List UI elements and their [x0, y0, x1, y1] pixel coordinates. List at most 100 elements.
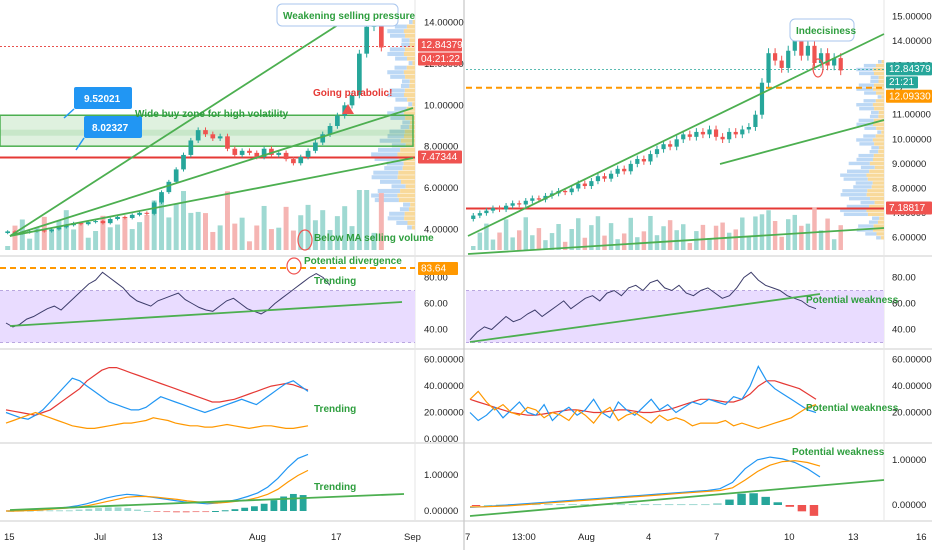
- right-profile-bar: [878, 60, 882, 64]
- left-candle: [298, 157, 304, 164]
- left-dmi-plus-line: [5, 377, 309, 420]
- left-volume-bar: [41, 216, 47, 250]
- right-candle: [668, 144, 673, 147]
- right-candle: [707, 129, 712, 135]
- right-profile-bar-alt: [867, 177, 884, 181]
- right-profile-bar-alt: [873, 157, 884, 162]
- left-candle: [261, 148, 267, 157]
- left-profile-bar-alt: [403, 161, 415, 166]
- left-macd-hist-bar: [173, 511, 180, 513]
- left-candle: [232, 148, 238, 155]
- right-candle: [832, 58, 837, 66]
- right-profile-bar: [865, 232, 877, 236]
- right-volume-bar: [818, 230, 824, 250]
- left-profile-bar: [390, 33, 406, 38]
- right-macd-signal-line: [470, 460, 821, 508]
- right-macd-hist-bar: [676, 504, 686, 506]
- left-price-tick: 8.00000: [424, 142, 458, 153]
- left-macd-hist-bar: [124, 508, 132, 511]
- right-macd-hist-bar: [749, 493, 758, 505]
- right-candle: [773, 53, 778, 61]
- right-volume-bar: [831, 239, 837, 250]
- right-macd-tick: 1.00000: [892, 455, 926, 466]
- right-price-tick: 14.00000: [892, 36, 932, 47]
- right-candle: [818, 53, 824, 64]
- right-profile-bar-alt: [869, 204, 884, 209]
- left-profile-bar: [395, 56, 408, 61]
- left-macd-hist-bar: [143, 511, 151, 512]
- right-volume-bar: [477, 232, 483, 250]
- left-volume-bar: [107, 227, 113, 250]
- right-level-tag-bg: [886, 201, 932, 215]
- right-candle: [536, 198, 541, 200]
- left-profile-bar: [389, 129, 405, 134]
- left-candle: [195, 130, 201, 141]
- left-volume-bar: [239, 217, 245, 250]
- left-candle: [320, 134, 326, 143]
- annotation-rsi-trending: Trending: [314, 276, 356, 287]
- left-volume-bar: [283, 206, 289, 250]
- left-volume-bar: [137, 222, 143, 250]
- right-candle: [681, 134, 686, 140]
- left-volume-bar: [334, 216, 340, 250]
- left-candle: [254, 152, 260, 157]
- level-box-upper-pointer: [63, 108, 75, 119]
- left-time-tick: 17: [331, 532, 342, 543]
- left-volume-bar: [181, 191, 187, 250]
- right-profile-bar-alt: [873, 153, 884, 158]
- right-volume-bar: [602, 235, 607, 250]
- right-profile-bar-alt: [875, 134, 884, 138]
- left-profile-bar: [408, 102, 413, 107]
- left-profile-bar: [401, 38, 410, 43]
- right-volume-bar: [779, 236, 784, 250]
- left-profile-bar-alt: [405, 74, 415, 79]
- left-candle: [313, 142, 318, 151]
- right-candle: [510, 203, 515, 206]
- right-macd-hist-bar: [664, 504, 674, 506]
- right-profile-bar-alt: [878, 79, 884, 83]
- right-volume-bar: [661, 226, 666, 250]
- left-price-tick: 14.00000: [424, 18, 464, 29]
- right-volume-bar: [543, 240, 548, 250]
- right-volume-bar: [648, 215, 653, 250]
- left-candle: [41, 230, 47, 232]
- left-profile-bar-alt: [405, 115, 415, 120]
- highlight-circle-divergence: [286, 257, 302, 275]
- right-dmi-adx-line: [469, 380, 817, 416]
- right-volume-bar: [825, 218, 830, 250]
- left-dmi-adx-line: [5, 367, 309, 416]
- left-profile-bar-alt: [411, 225, 415, 230]
- left-profile-bar: [401, 79, 410, 84]
- right-volume-bar: [726, 232, 732, 250]
- left-price-tick: 10.00000: [424, 100, 464, 111]
- annotation-rsi-potential-weakness: Potential weakness: [806, 295, 899, 306]
- right-candle: [523, 200, 528, 205]
- right-candle: [799, 38, 804, 56]
- right-candle: [497, 208, 502, 210]
- left-profile-bar-alt: [398, 170, 415, 175]
- left-profile-bar-alt: [403, 70, 415, 75]
- left-volume-bar: [305, 204, 311, 250]
- left-volume-bar: [254, 225, 260, 250]
- annotation-weakening-selling-pressure: Weakening selling pressure: [283, 11, 416, 22]
- left-volume-bar: [378, 193, 384, 250]
- right-profile-bar: [858, 118, 874, 123]
- left-profile-bar: [387, 134, 405, 139]
- right-profile-bar-alt: [878, 110, 884, 115]
- right-rsi-tick: 40.00: [892, 325, 916, 336]
- right-volume-bar: [667, 220, 673, 250]
- left-candle: [159, 192, 164, 203]
- right-volume-bar: [700, 224, 706, 250]
- left-volume-bar: [144, 214, 150, 250]
- right-candle: [517, 203, 522, 205]
- left-macd-hist-bar: [260, 503, 268, 511]
- right-volume-bar: [838, 225, 843, 250]
- left-candle: [107, 219, 113, 224]
- right-candle: [687, 134, 692, 137]
- right-volume-bar: [562, 241, 568, 250]
- right-profile-bar: [858, 83, 874, 87]
- left-profile-bar-alt: [408, 207, 415, 212]
- right-profile-bar-alt: [872, 87, 884, 91]
- right-time-tick: 7: [714, 532, 719, 543]
- left-profile-bar: [400, 125, 410, 130]
